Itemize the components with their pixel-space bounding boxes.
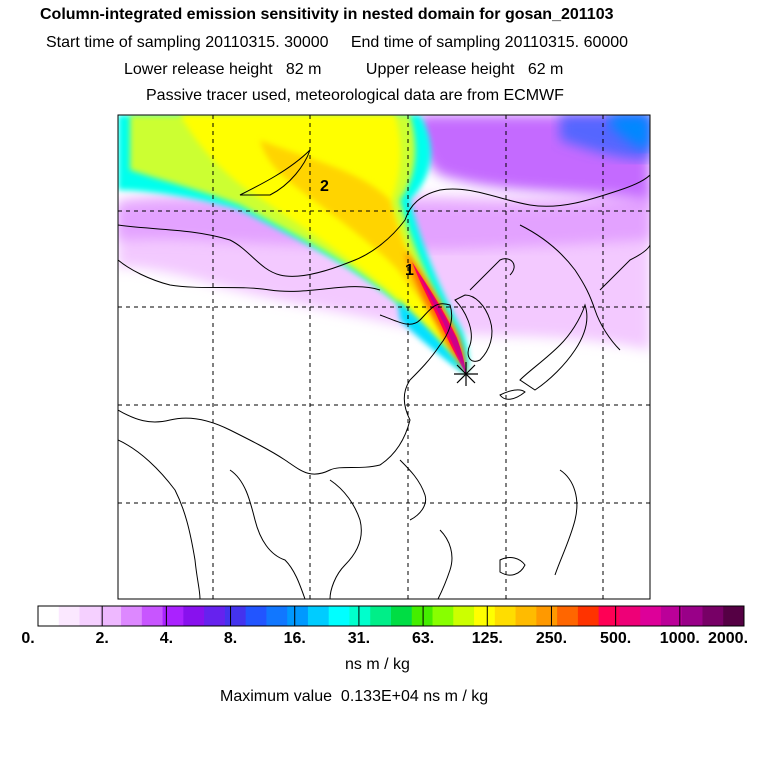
colorbar-swatch: [536, 606, 558, 626]
lower-value: 82 m: [285, 61, 322, 78]
colorbar-tick-label: 63.: [411, 630, 435, 647]
colorbar-unit: ns m / kg: [345, 656, 410, 673]
colorbar-swatch: [640, 606, 662, 626]
upper-label: Upper release height: [365, 61, 515, 78]
max-label: Maximum value: [220, 688, 333, 705]
coastlines: [118, 149, 650, 599]
colorbar-tick-label: 2000.: [707, 630, 749, 647]
start-value: 20110315. 30000: [205, 34, 329, 51]
plot-title: Column-integrated emission sensitivity i…: [40, 6, 614, 23]
colorbar-swatch: [453, 606, 475, 626]
sampling-times: Start time of sampling 20110315. 30000 E…: [46, 34, 628, 52]
grid-lines: [118, 115, 650, 599]
colorbar-swatch: [224, 606, 247, 626]
colorbar: [37, 605, 745, 627]
region-label-1: 1: [405, 262, 414, 279]
colorbar-swatch: [557, 606, 579, 626]
start-label: Start time of sampling: [46, 34, 201, 51]
colorbar-swatch: [681, 606, 703, 626]
end-value: 20110315. 60000: [504, 34, 629, 51]
colorbar-swatch: [577, 606, 600, 626]
colorbar-tick-label: 250.: [535, 630, 568, 647]
colorbar-swatch: [370, 606, 392, 626]
colorbar-tick-label: 16.: [283, 630, 306, 647]
end-label: End time of sampling: [350, 34, 501, 51]
colorbar-swatch: [723, 606, 745, 626]
colorbar-tick-label: 0.: [21, 630, 35, 647]
colorbar-swatch: [245, 606, 267, 626]
colorbar-tick-label: 500.: [600, 630, 632, 647]
max-unit: ns m / kg: [423, 688, 489, 705]
colorbar-swatch: [515, 606, 537, 626]
colorbar-tick-label: 1000.: [659, 630, 700, 647]
colorbar-swatch: [141, 606, 164, 626]
tracer-note: Passive tracer used, meteorological data…: [146, 87, 564, 104]
colorbar-swatch: [100, 606, 122, 626]
colorbar-swatch: [307, 606, 330, 626]
colorbar-swatch: [702, 606, 724, 626]
colorbar-swatch: [619, 606, 641, 626]
region-label-2: 2: [320, 178, 329, 195]
star-icon: [454, 362, 478, 386]
colorbar-swatch: [162, 606, 184, 626]
upper-value: 62 m: [527, 61, 564, 78]
colorbar-swatch: [266, 606, 288, 626]
sensitivity-field: [118, 115, 650, 599]
colorbar-tick-label: 2.: [95, 630, 109, 647]
colorbar-tick-label: 125.: [471, 630, 503, 647]
colorbar-swatch: [349, 606, 371, 626]
colorbar-tick-label: 4.: [159, 630, 174, 647]
colorbar-swatch: [328, 606, 350, 626]
colorbar-swatch: [474, 606, 496, 626]
colorbar-swatch: [204, 606, 226, 626]
colorbar-frame: [37, 605, 745, 627]
release-heights: Lower release height 82 m Upper release …: [124, 61, 563, 79]
colorbar-swatch: [391, 606, 413, 626]
lower-label: Lower release height: [124, 61, 273, 78]
colorbar-swatch: [660, 606, 683, 626]
colorbar-swatch: [494, 606, 517, 626]
colorbar-swatch: [598, 606, 620, 626]
colorbar-swatch: [121, 606, 143, 626]
max-number: 0.133E+04: [340, 688, 419, 705]
colorbar-swatch: [432, 606, 454, 626]
colorbar-swatch: [287, 606, 309, 626]
colorbar-swatch: [58, 606, 81, 626]
colorbar-swatch: [183, 606, 205, 626]
colorbar-swatch: [79, 606, 101, 626]
colorbar-swatch: [38, 606, 60, 626]
colorbar-tick-label: 8.: [223, 630, 238, 647]
maximum-value: Maximum value 0.133E+04 ns m / kg: [220, 688, 488, 706]
colorbar-swatch: [411, 606, 434, 626]
map-frame: [117, 114, 651, 600]
colorbar-tick-label: 31.: [347, 630, 371, 647]
